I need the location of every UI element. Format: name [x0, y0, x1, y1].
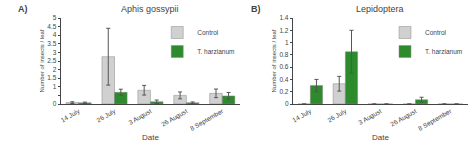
svg-text:3 August: 3 August — [357, 107, 383, 127]
svg-text:B): B) — [251, 4, 261, 14]
svg-text:3.5: 3.5 — [47, 40, 56, 47]
svg-text:14 July: 14 July — [59, 107, 81, 125]
svg-text:3: 3 — [53, 49, 57, 56]
svg-text:T. harzianum: T. harzianum — [425, 48, 462, 55]
svg-text:0.2: 0.2 — [279, 88, 288, 95]
svg-text:26 July: 26 July — [95, 107, 117, 125]
svg-text:14 July: 14 July — [291, 107, 313, 125]
svg-text:Date: Date — [142, 133, 159, 142]
svg-text:A): A) — [18, 4, 28, 14]
svg-text:1.5: 1.5 — [47, 74, 56, 81]
svg-text:26 July: 26 July — [326, 107, 348, 125]
svg-text:1.2: 1.2 — [279, 27, 288, 34]
svg-text:4: 4 — [53, 31, 57, 38]
svg-text:3 August: 3 August — [127, 107, 153, 127]
svg-text:4.5: 4.5 — [47, 23, 56, 30]
svg-text:0.4: 0.4 — [279, 76, 288, 83]
svg-text:Number of insects / leaf: Number of insects / leaf — [271, 29, 277, 92]
svg-text:8 September: 8 September — [189, 107, 226, 133]
svg-text:8 September: 8 September — [417, 107, 454, 133]
svg-text:0.8: 0.8 — [279, 51, 288, 58]
svg-text:Control: Control — [425, 29, 447, 36]
svg-text:26 August: 26 August — [160, 107, 189, 128]
svg-text:1: 1 — [285, 39, 289, 46]
svg-text:T. harzianum: T. harzianum — [197, 48, 234, 55]
svg-text:0: 0 — [53, 100, 57, 107]
svg-text:Number of insects / leaf: Number of insects / leaf — [39, 29, 45, 92]
svg-text:5: 5 — [53, 14, 57, 21]
svg-text:Lepidoptera: Lepidoptera — [356, 4, 404, 14]
svg-text:2: 2 — [53, 66, 57, 73]
svg-text:0.6: 0.6 — [279, 63, 288, 70]
svg-text:Control: Control — [197, 29, 219, 36]
svg-text:0: 0 — [285, 100, 289, 107]
svg-text:Date: Date — [372, 133, 389, 142]
svg-text:2.5: 2.5 — [47, 57, 56, 64]
svg-text:1: 1 — [53, 83, 57, 90]
svg-text:1.4: 1.4 — [279, 14, 288, 21]
svg-text:26 August: 26 August — [389, 107, 418, 128]
svg-text:Aphis gossypii: Aphis gossypii — [121, 4, 179, 14]
